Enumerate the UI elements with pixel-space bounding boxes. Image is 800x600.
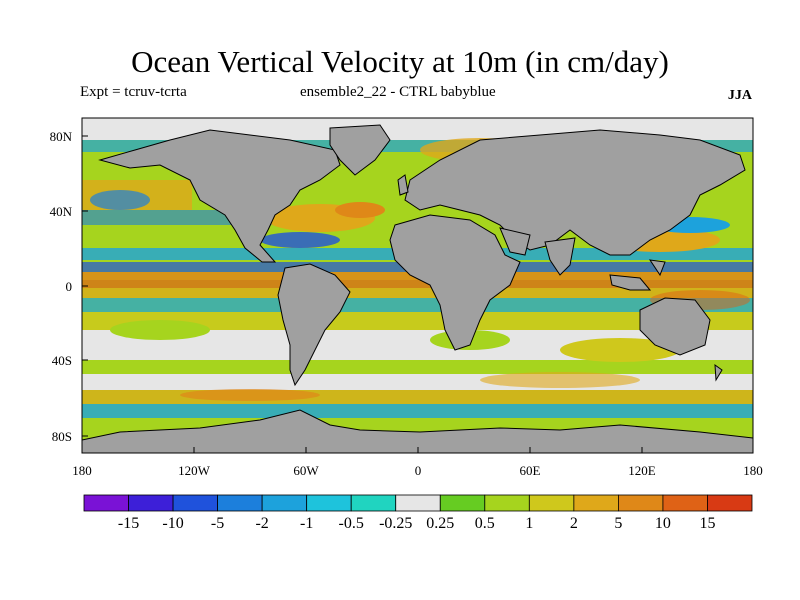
colorbar-swatch <box>83 494 129 512</box>
colorbar-swatch <box>395 494 441 512</box>
lon-tick-label: 180 <box>743 463 763 478</box>
colorbar-swatch <box>528 494 575 512</box>
season-label: JJA <box>727 88 752 103</box>
lon-tick-label: 0 <box>415 463 422 478</box>
colorbar-label: 1 <box>525 515 533 532</box>
colorbar <box>83 494 753 512</box>
colorbar-label: 2 <box>570 515 578 532</box>
lat-tick-label: 0 <box>66 279 73 294</box>
lat-tick-label: 80N <box>50 129 73 144</box>
colorbar-swatch <box>306 494 352 512</box>
lat-axis: 80N 40N 0 40S 80S <box>50 129 88 444</box>
experiment-label: Expt = tcruv-tcrta <box>80 84 187 100</box>
colorbar-label: 15 <box>699 515 715 532</box>
lat-tick-label: 80S <box>52 429 72 444</box>
colorbar-swatch <box>707 494 753 512</box>
colorbar-swatch <box>484 494 530 512</box>
map-title: Ocean Vertical Velocity at 10m (in cm/da… <box>131 44 669 79</box>
colorbar-label: 5 <box>614 515 622 532</box>
ensemble-label: ensemble2_22 - CTRL babyblue <box>300 84 496 100</box>
colorbar-swatch <box>439 494 486 512</box>
lon-tick-label: 120E <box>628 463 656 478</box>
colorbar-swatch <box>217 494 263 512</box>
lon-tick-label: 60E <box>520 463 541 478</box>
colorbar-label: -2 <box>255 515 268 532</box>
colorbar-label: -1 <box>300 515 313 532</box>
lon-tick-label: 120W <box>178 463 211 478</box>
lon-axis: 180 120W 60W 0 60E 120E 180 <box>72 447 763 478</box>
colorbar-label: -0.5 <box>339 515 364 532</box>
map-plot-area <box>82 118 753 453</box>
colorbar-label: -0.25 <box>379 515 412 532</box>
colorbar-swatch <box>261 494 308 512</box>
colorbar-label: -5 <box>211 515 224 532</box>
colorbar-swatch <box>172 494 218 512</box>
lat-tick-label: 40N <box>50 204 73 219</box>
lon-tick-label: 180 <box>72 463 92 478</box>
colorbar-swatch <box>128 494 174 512</box>
colorbar-label: -15 <box>118 515 139 532</box>
colorbar-label: 10 <box>655 515 671 532</box>
colorbar-label: 0.5 <box>475 515 495 532</box>
land-masses <box>82 124 753 453</box>
colorbar-label: 0.25 <box>426 515 454 532</box>
lon-tick-label: 60W <box>293 463 319 478</box>
colorbar-swatch <box>573 494 619 512</box>
lat-tick-label: 40S <box>52 353 72 368</box>
colorbar-labels: -15 -10 -5 -2 -1 -0.5 -0.25 0.25 0.5 1 2 5 10 15 <box>118 515 716 532</box>
colorbar-swatch <box>662 494 708 512</box>
colorbar-swatch <box>350 494 397 512</box>
colorbar-swatch <box>618 494 664 512</box>
colorbar-label: -10 <box>162 515 183 532</box>
